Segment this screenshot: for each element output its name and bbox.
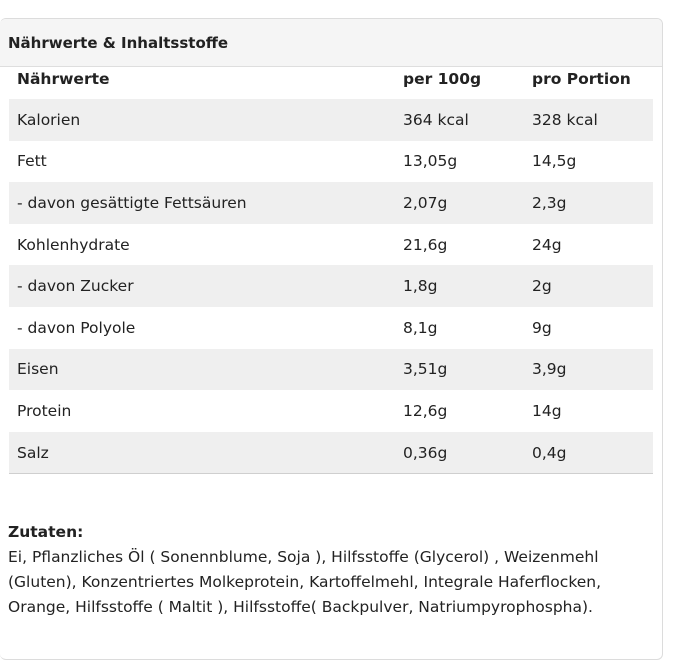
value-per-portion: 2g [524, 265, 653, 307]
value-per-100g: 364 kcal [395, 99, 524, 141]
table-row: - davon Zucker 1,8g 2g [9, 265, 653, 307]
value-per-100g: 8,1g [403, 318, 438, 337]
value-per-100g: 21,6g [403, 235, 448, 254]
nutrient-name: Fett [17, 152, 47, 171]
value-per-portion: 3,9g [524, 348, 653, 391]
value-per-portion: 14,5g [532, 152, 577, 171]
table-row: Protein 12,6g 14g [9, 390, 653, 432]
table-header-row: Nährwerte per 100g pro Portion [9, 58, 653, 99]
value-per-100g: 12,6g [403, 401, 448, 420]
nutrient-name: - davon gesättigte Fettsäuren [9, 182, 395, 224]
table-row: - davon gesättigte Fettsäuren 2,07g 2,3g [9, 182, 653, 224]
table-row: Eisen 3,51g 3,9g [9, 348, 653, 391]
nutrient-name: Eisen [9, 348, 395, 391]
value-per-portion: 0,4g [524, 431, 653, 475]
value-per-portion: 14g [532, 401, 562, 420]
value-per-100g: 0,36g [395, 431, 524, 475]
value-per-portion: 24g [532, 235, 562, 254]
column-header-per-100g: per 100g [403, 69, 482, 88]
ingredients-label: Zutaten: [8, 523, 84, 541]
table-row: - davon Polyole 8,1g 9g [9, 307, 653, 349]
value-per-portion: 2,3g [524, 182, 653, 224]
column-header-per-portion: pro Portion [532, 69, 631, 88]
table-row: Kohlenhydrate 21,6g 24g [9, 224, 653, 266]
table-row: Salz 0,36g 0,4g [9, 431, 653, 475]
table-row: Kalorien 364 kcal 328 kcal [9, 99, 653, 141]
value-per-100g: 2,07g [395, 182, 524, 224]
nutrient-name: Kohlenhydrate [17, 235, 130, 254]
value-per-100g: 13,05g [403, 152, 458, 171]
nutrient-name: Protein [17, 401, 72, 420]
nutrition-table: Nährwerte per 100g pro Portion Kalorien … [9, 58, 653, 475]
panel-title: Nährwerte & Inhaltsstoffe [0, 19, 662, 67]
ingredients-text: Ei, Pflanzliches Öl ( Sonennblume, Soja … [8, 548, 602, 616]
value-per-portion: 9g [532, 318, 552, 337]
nutrient-name: Salz [9, 431, 395, 475]
nutrient-name: Kalorien [9, 99, 395, 141]
nutrient-name: - davon Polyole [17, 318, 136, 337]
column-header-nutrient: Nährwerte [17, 69, 110, 88]
ingredients-section: Zutaten: Ei, Pflanzliches Öl ( Sonennblu… [8, 520, 648, 620]
value-per-100g: 3,51g [395, 348, 524, 391]
value-per-portion: 328 kcal [524, 99, 653, 141]
table-row: Fett 13,05g 14,5g [9, 141, 653, 183]
value-per-100g: 1,8g [395, 265, 524, 307]
nutrient-name: - davon Zucker [9, 265, 395, 307]
